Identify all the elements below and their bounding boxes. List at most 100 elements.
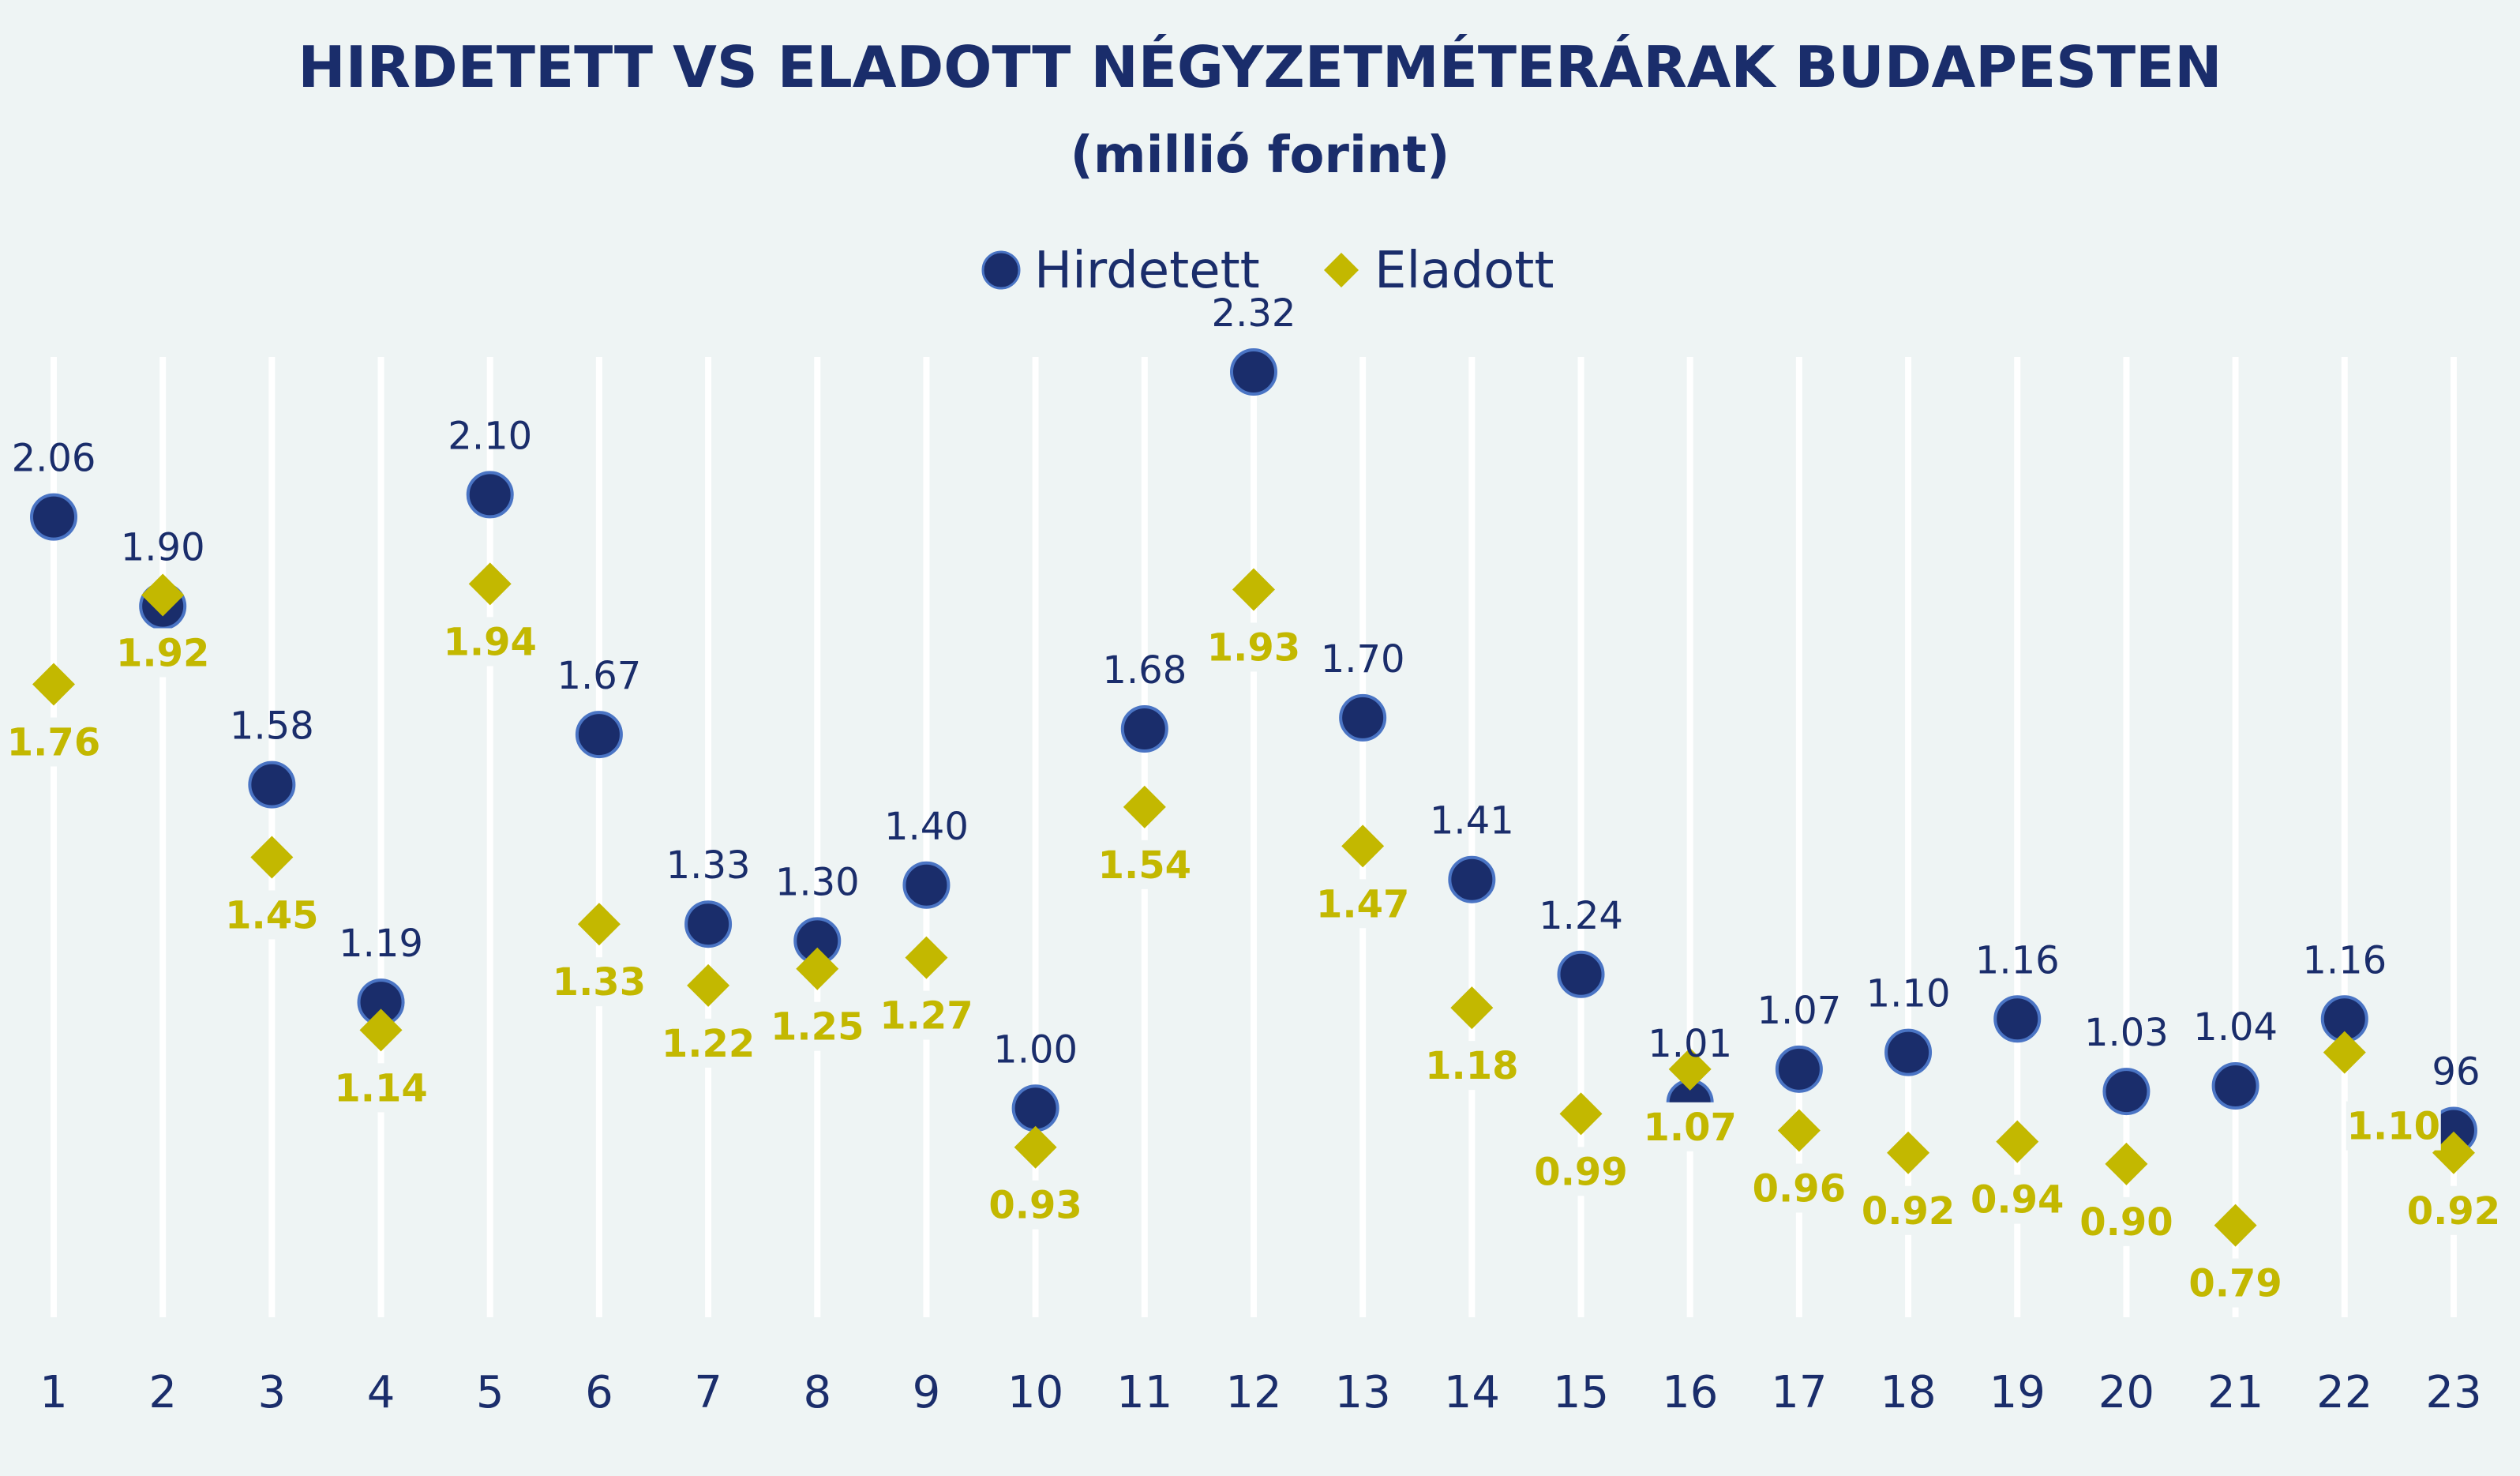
hirdetett-point [1229, 348, 1277, 396]
x-tick-label: 8 [803, 1367, 831, 1418]
legend-marker-hirdetett [981, 250, 1021, 290]
eladott-data-label: 1.47 [1316, 882, 1409, 926]
x-tick-label: 18 [1880, 1367, 1936, 1418]
x-tick-label: 5 [476, 1367, 504, 1418]
eladott-label-background [551, 957, 647, 1007]
eladott-point [2105, 1142, 2148, 1185]
hirdetett-data-label: 1.30 [775, 860, 860, 904]
eladott-label-background [1533, 1147, 1629, 1196]
eladott-label-background [2346, 1101, 2441, 1151]
eladott-point [1777, 1109, 1821, 1152]
x-axis-ticks: 1 2 3 4 5 6 7 8 9 10 11 12 13 14 15 16 17 18 19 20 21 22 23 [39, 1367, 2481, 1418]
eladott-data-label: 1.22 [662, 1022, 755, 1066]
hirdetett-point [466, 471, 514, 519]
x-tick-label: 4 [367, 1367, 396, 1418]
eladott-label-background [661, 1018, 756, 1068]
hirdetett-point [1120, 705, 1168, 753]
eladott-point [796, 947, 839, 990]
eladott-label-background [2079, 1196, 2174, 1246]
hirdetett-data-label: 2.06 [12, 437, 96, 481]
eladott-point [359, 1008, 403, 1052]
hirdetett-point [2102, 1068, 2151, 1116]
eladott-point [2214, 1204, 2257, 1247]
hirdetett-data-label: 1.16 [2302, 938, 2387, 982]
eladott-label-background [6, 717, 101, 767]
hirdetett-data-label: 1.03 [2084, 1011, 2169, 1055]
hirdetett-data-label: 1.16 [1975, 938, 2060, 982]
legend-label-eladott: Eladott [1374, 242, 1554, 300]
eladott-label-background [1315, 879, 1411, 929]
eladott-label-background [1751, 1163, 1847, 1213]
x-tick-label: 13 [1335, 1367, 1391, 1418]
hirdetett-data-label: 1.10 [1866, 972, 1951, 1016]
hirdetett-data-label: 1.04 [2193, 1005, 2278, 1050]
hirdetett-data-label: 1.90 [121, 526, 205, 570]
x-tick-label: 14 [1444, 1367, 1500, 1418]
x-tick-label: 7 [694, 1367, 722, 1418]
legend: Hirdetett Eladott [981, 242, 1554, 300]
eladott-point [1123, 785, 1166, 828]
eladott-label-background [1642, 1102, 1738, 1151]
eladott-data-label: 0.94 [1971, 1178, 2064, 1222]
x-tick-label: 9 [913, 1367, 941, 1418]
eladott-data-label: 1.07 [1643, 1106, 1736, 1150]
eladott-label-background [1861, 1185, 1956, 1235]
eladott-label-background [1424, 1041, 1520, 1091]
hirdetett-point [684, 900, 733, 948]
eladott-point [1996, 1120, 2039, 1163]
hirdetett-data-label: 96 [2432, 1050, 2480, 1095]
eladott-data-label: 1.33 [553, 960, 646, 1005]
x-tick-label: 1 [39, 1367, 68, 1418]
eladott-label-background [333, 1063, 429, 1113]
eladott-data-label: 0.96 [1753, 1167, 1846, 1211]
chart-subtitle: (millió forint) [1071, 126, 1450, 185]
eladott-data-label: 1.10 [2347, 1105, 2440, 1149]
eladott-data-label: 1.45 [225, 893, 318, 937]
eladott-data-label: 1.94 [444, 620, 537, 664]
hirdetett-point [1884, 1028, 1933, 1076]
eladott-label-background [1206, 622, 1301, 672]
eladott-point [687, 963, 730, 1007]
eladott-point [2323, 1031, 2366, 1074]
hirdetett-point [1339, 693, 1387, 742]
hirdetett-point [1011, 1084, 1059, 1132]
eladott-data-label: 0.99 [1534, 1150, 1627, 1194]
eladott-data-label: 0.92 [2407, 1189, 2500, 1234]
hirdetett-point [248, 761, 296, 809]
hirdetett-point [575, 711, 623, 759]
hirdetett-data-label: 1.67 [557, 654, 641, 698]
x-tick-label: 17 [1771, 1367, 1827, 1418]
x-tick-label: 22 [2316, 1367, 2372, 1418]
x-tick-label: 11 [1116, 1367, 1172, 1418]
hirdetett-data-label: 1.24 [1539, 894, 1623, 938]
x-tick-label: 16 [1662, 1367, 1718, 1418]
hirdetett-data-label: 1.07 [1757, 989, 1841, 1033]
hirdetett-data-label: 1.58 [230, 704, 314, 749]
eladott-point [2432, 1131, 2475, 1174]
hirdetett-data-label: 1.19 [339, 922, 423, 966]
eladott-label-background [988, 1180, 1083, 1230]
eladott-data-label: 0.93 [988, 1184, 1082, 1228]
hirdetett-point [2211, 1062, 2259, 1110]
hirdetett-data-label: 1.41 [1430, 799, 1514, 843]
eladott-label-background [115, 628, 211, 678]
x-tick-label: 6 [585, 1367, 613, 1418]
eladott-data-label: 1.76 [7, 721, 100, 765]
eladott-label-background [1097, 839, 1192, 889]
eladott-label-background [770, 1001, 865, 1051]
hirdetett-data-label: 1.33 [666, 843, 751, 888]
hirdetett-point [1993, 995, 2042, 1043]
eladott-data-label: 1.93 [1207, 625, 1300, 670]
eladott-point [1450, 986, 1494, 1030]
data-labels: 2.06 1.90 1.58 1.19 2.10 1.67 1.33 1.30 1.40 1.00… [6, 291, 2501, 1308]
eladott-data-label: 1.25 [771, 1005, 864, 1050]
x-tick-label: 15 [1553, 1367, 1609, 1418]
hirdetett-point [1448, 855, 1496, 903]
hirdetett-data-label: 2.32 [1212, 291, 1296, 336]
x-tick-label: 23 [2425, 1367, 2481, 1418]
eladott-point [250, 836, 294, 879]
legend-marker-eladott [1324, 253, 1359, 287]
eladott-point [468, 562, 512, 606]
eladott-point [141, 573, 185, 617]
